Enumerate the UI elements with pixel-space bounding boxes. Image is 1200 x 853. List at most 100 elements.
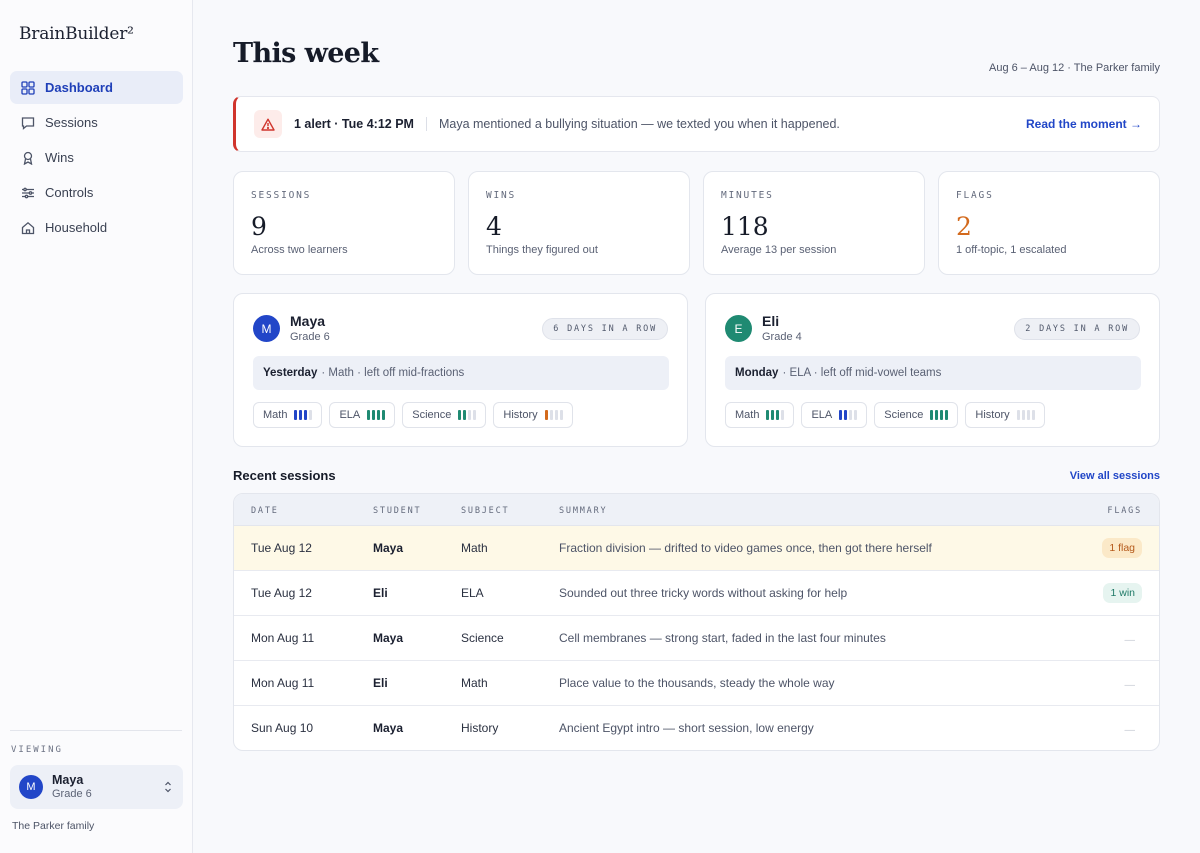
viewer-grade: Grade 6 [52,788,92,800]
stat-value: 118 [721,212,769,241]
progress-bar-segment [844,410,848,420]
flag-badge: — [1124,634,1136,646]
subject-chip-history[interactable]: History [965,402,1045,428]
cell-subject: Science [461,631,504,645]
stat-label: FLAGS [956,190,994,201]
progress-bars [839,410,858,420]
progress-bar-segment [559,410,563,420]
progress-bar-segment [945,410,949,420]
subject-label: ELA [811,409,833,421]
stat-value: 9 [251,212,267,241]
cell-student: Eli [373,676,388,690]
column-header-flags: FLAGS [1107,506,1142,516]
progress-bars [766,410,785,420]
learner-card-eli[interactable]: E Eli Grade 4 2 DAYS IN A ROW Monday · E… [705,293,1160,447]
column-header-student: STUDENT [373,506,422,516]
subject-chip-math[interactable]: Math [253,402,323,428]
stat-label: WINS [486,190,517,201]
stat-sub: 1 off-topic, 1 escalated [956,244,1067,256]
progress-bar-segment [463,410,467,420]
subject-chip-ela[interactable]: ELA [801,402,868,428]
column-header-subject: SUBJECT [461,506,510,516]
flag-badge: 1 flag [1102,538,1142,558]
sidebar-item-dashboard[interactable]: Dashboard [10,71,183,104]
subject-label: History [975,409,1010,421]
brand-logo[interactable]: BrainBuilder² [19,24,134,44]
last-session: Yesterday · Math · left off mid-fraction… [253,356,669,390]
stat-sub: Average 13 per session [721,244,837,256]
progress-bars [294,410,313,420]
progress-bar-segment [549,410,553,420]
learner-grade: Grade 4 [762,331,802,343]
progress-bar-segment [382,410,386,420]
column-header-date: DATE [251,506,279,516]
stat-card-flags: FLAGS 2 1 off-topic, 1 escalated [938,171,1160,275]
cell-date: Mon Aug 11 [251,676,315,690]
stat-card-sessions: SESSIONS 9 Across two learners [233,171,455,275]
table-row[interactable]: Mon Aug 11 Eli Math Place value to the thou… [234,661,1159,706]
table-row[interactable]: Tue Aug 12 Eli ELA Sounded out three tricky… [234,571,1159,616]
subject-label: Science [412,409,452,421]
subject-chip-history[interactable]: History [493,402,573,428]
streak-badge: 2 DAYS IN A ROW [1014,318,1140,340]
subject-chip-math[interactable]: Math [725,402,795,428]
cell-student: Maya [373,631,404,645]
cell-summary: Fraction division — drifted to video gam… [559,541,932,555]
cell-student: Eli [373,586,388,600]
subject-label: History [503,409,538,421]
streak-badge: 6 DAYS IN A ROW [542,318,668,340]
table-body: Tue Aug 12 Maya Math Fraction division — dr… [234,526,1159,750]
progress-bar-segment [1016,410,1020,420]
sidebar-item-label: Controls [45,185,94,200]
learner-name: Eli [762,313,780,329]
stat-label: SESSIONS [251,190,312,201]
stat-sub: Things they figured out [486,244,598,256]
flag-badge: — [1124,724,1136,736]
progress-bar-segment [781,410,785,420]
learner-card-maya[interactable]: M Maya Grade 6 6 DAYS IN A ROW Yesterday… [233,293,688,447]
learner-switcher[interactable]: M Maya Grade 6 [10,765,183,809]
divider [10,730,182,731]
subject-chip-science[interactable]: Science [874,402,959,428]
progress-bar-segment [554,410,558,420]
cell-date: Tue Aug 12 [251,541,312,555]
view-all-sessions-link[interactable]: View all sessions [1069,470,1160,482]
learner-name: Maya [290,313,326,329]
progress-bars [458,410,477,420]
table-row[interactable]: Sun Aug 10 Maya History Ancient Egypt intro… [234,706,1159,750]
family-name: The Parker family [12,820,95,832]
cell-summary: Place value to the thousands, steady the… [559,676,835,690]
section-title: Recent sessions [233,468,336,483]
cell-student: Maya [373,721,404,735]
progress-bar-segment [854,410,858,420]
cell-summary: Ancient Egypt intro — short session, low… [559,721,814,735]
stat-value: 2 [956,212,972,241]
progress-bar-segment [1026,410,1030,420]
subject-chip-ela[interactable]: ELA [329,402,396,428]
sidebar-item-controls[interactable]: Controls [10,176,183,209]
sidebar-item-sessions[interactable]: Sessions [10,106,183,139]
sidebar-item-label: Household [45,220,108,235]
avatar: M [253,315,280,342]
table-row[interactable]: Tue Aug 12 Maya Math Fraction division — dr… [234,526,1159,571]
subject-label: Math [263,409,288,421]
progress-bar-segment [468,410,472,420]
sidebar: BrainBuilder² Dashboard Sessions Wins Co… [0,0,193,853]
progress-bar-segment [458,410,462,420]
alert-title: 1 alert · Tue 4:12 PM [294,117,414,131]
sidebar-item-household[interactable]: Household [10,211,183,244]
subject-chips: Math ELA Science History [253,402,573,428]
progress-bars [544,410,563,420]
read-moment-link[interactable]: Read the moment → [1025,117,1142,131]
stat-value: 4 [486,212,502,241]
table-row[interactable]: Mon Aug 11 Maya Science Cell membranes — st… [234,616,1159,661]
chat-icon [21,116,35,130]
sidebar-item-wins[interactable]: Wins [10,141,183,174]
progress-bar-segment [940,410,944,420]
progress-bar-segment [766,410,770,420]
sliders-icon [22,187,34,198]
subject-chip-science[interactable]: Science [402,402,487,428]
progress-bar-segment [377,410,381,420]
divider [425,117,427,131]
page-title: This week [233,38,379,69]
